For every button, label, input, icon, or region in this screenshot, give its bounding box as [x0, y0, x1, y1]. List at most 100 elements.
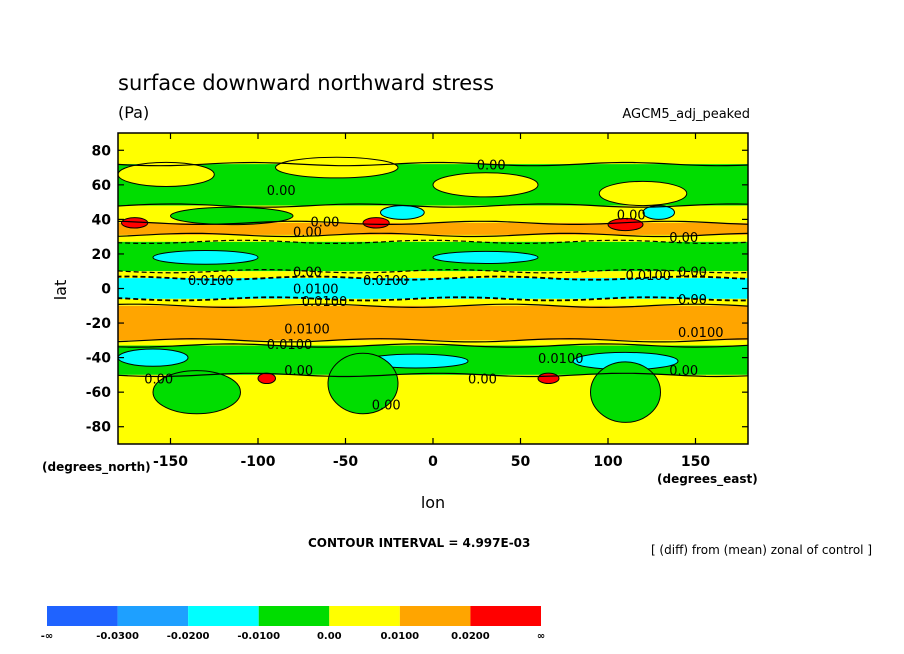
contour-band-8 — [118, 298, 748, 306]
contour-band-10 — [118, 340, 748, 346]
contour-band-9 — [118, 305, 748, 341]
y-tick-label-2: 40 — [92, 212, 112, 228]
y-tick-label-4: 0 — [101, 282, 111, 298]
y-axis-label: lat — [51, 280, 70, 301]
contour-patch-16 — [327, 352, 399, 415]
contour-line-3 — [118, 232, 748, 238]
x-tick-label-6: 150 — [681, 454, 710, 470]
x-tick-label-5: 100 — [593, 454, 622, 470]
colorbar-swatch-2 — [188, 606, 259, 626]
contour-line-8 — [118, 303, 748, 309]
colorbar-swatch-4 — [329, 606, 400, 626]
contour-label-3: 0.00 — [293, 226, 322, 241]
contour-patch-18 — [537, 372, 560, 385]
y-tick-label-3: 20 — [92, 247, 112, 263]
contour-line-0 — [118, 161, 748, 167]
contour-label-9: 0.00 — [293, 265, 322, 280]
comparison-note: [ (diff) from (mean) zonal of control ] — [651, 543, 872, 557]
colorbar-swatch-3 — [258, 606, 330, 626]
x-units-label: (degrees_east) — [657, 472, 758, 487]
contour-line-9 — [118, 338, 748, 343]
colorbar-label-0: -∞ — [41, 631, 53, 642]
contour-label-19: 0.00 — [284, 364, 313, 379]
contour-label-15: 0.0100 — [267, 338, 313, 353]
contour-patch-3 — [598, 180, 688, 207]
y-tick-label-0: 80 — [92, 143, 112, 159]
x-tick-label-4: 50 — [511, 454, 531, 470]
colorbar-label-2: -0.0200 — [167, 631, 210, 642]
colorbar-label-5: 0.0100 — [381, 631, 420, 642]
contour-patch-8 — [362, 217, 390, 229]
contour-label-21: 0.00 — [669, 364, 698, 379]
contour-patch-12 — [118, 348, 189, 367]
contour-line-4 — [118, 239, 748, 244]
x-tick-label-3: 0 — [428, 454, 438, 470]
contour-line-10 — [118, 343, 748, 348]
contour-line-1 — [118, 203, 748, 208]
contour-patch-17 — [590, 361, 661, 423]
x-tick-label-2: -50 — [333, 454, 359, 470]
contour-patch-5 — [380, 205, 425, 220]
contour-band-4 — [118, 234, 748, 242]
contour-patch-6 — [642, 205, 675, 220]
contour-patch-11 — [432, 250, 539, 264]
contour-label-2: 0.00 — [311, 215, 340, 230]
contour-label-18: 0.00 — [144, 373, 173, 388]
y-units-label: (degrees_north) — [42, 460, 151, 475]
y-axis-ticks: 80 60 40 20 0 -20 -40 -60 -80 — [86, 143, 748, 436]
chart-units: (Pa) — [118, 103, 149, 122]
y-tick-label-5: -20 — [86, 316, 112, 332]
y-tick-label-7: -60 — [86, 385, 112, 401]
contour-patch-2 — [432, 172, 539, 198]
contour-label-12: 0.0100 — [302, 295, 348, 310]
contour-label-7: 0.0100 — [363, 274, 409, 289]
contour-label-0: 0.00 — [267, 184, 296, 199]
contour-line-5 — [118, 268, 748, 274]
contour-band-3 — [118, 222, 748, 235]
contour-label-5: 0.00 — [669, 231, 698, 246]
contour-label-14: 0.0100 — [284, 322, 330, 337]
contour-band-6 — [118, 271, 748, 279]
contour-label-16: 0.0100 — [678, 326, 724, 341]
x-tick-label-0: -150 — [153, 454, 188, 470]
contour-label-22: 0.00 — [372, 398, 401, 413]
dataset-label: AGCM5_adj_peaked — [622, 107, 750, 122]
y-tick-label-8: -80 — [86, 420, 112, 436]
colorbar-swatch-5 — [399, 606, 471, 626]
colorbar-swatch-0 — [47, 606, 118, 626]
contour-label-4: 0.00 — [617, 208, 646, 223]
contour-patch-4 — [170, 206, 294, 226]
y-tick-label-1: 60 — [92, 178, 112, 194]
contour-label-13: 0.00 — [678, 293, 707, 308]
contour-patch-15 — [152, 370, 241, 415]
chart-title: surface downward northward stress — [118, 71, 494, 95]
contour-line-2 — [118, 220, 748, 225]
contour-label-8: 0.0100 — [626, 269, 672, 284]
contour-patch-10 — [152, 249, 259, 265]
x-tick-label-1: -100 — [240, 454, 275, 470]
colorbar-label-7: ∞ — [537, 631, 545, 642]
colorbar-label-6: 0.0200 — [451, 631, 490, 642]
contour-label-1: 0.00 — [477, 158, 506, 173]
contour-line-6 — [118, 275, 748, 281]
y-tick-label-6: -40 — [86, 351, 112, 367]
contour-labels: 0.000.000.000.000.000.000.0100 0.0100 0.01… — [144, 158, 723, 413]
contour-fill-area — [118, 133, 748, 444]
x-axis-label: lon — [421, 493, 445, 512]
colorbar-label-1: -0.0300 — [96, 631, 139, 642]
contour-label-10: 0.00 — [678, 265, 707, 280]
contour-label-6: 0.0100 — [188, 274, 234, 289]
contour-interval: CONTOUR INTERVAL = 4.997E-03 — [308, 536, 530, 550]
colorbar-swatch-6 — [470, 606, 541, 626]
contour-line-7 — [118, 296, 748, 302]
contour-label-20: 0.00 — [468, 373, 497, 388]
contour-patch-19 — [257, 372, 276, 385]
colorbar-swatch-1 — [117, 606, 189, 626]
colorbar-label-4: 0.00 — [317, 631, 342, 642]
colorbar: -∞ -0.0300 -0.0200 -0.0100 0.00 0.0100 0.0200 ∞ — [41, 606, 545, 642]
x-axis-ticks: -150 -100 -50 0 50 100 150 — [153, 133, 710, 470]
contour-label-11: 0.0100 — [293, 283, 339, 298]
contour-line-11 — [118, 372, 748, 378]
contour-label-17: 0.0100 — [538, 352, 584, 367]
